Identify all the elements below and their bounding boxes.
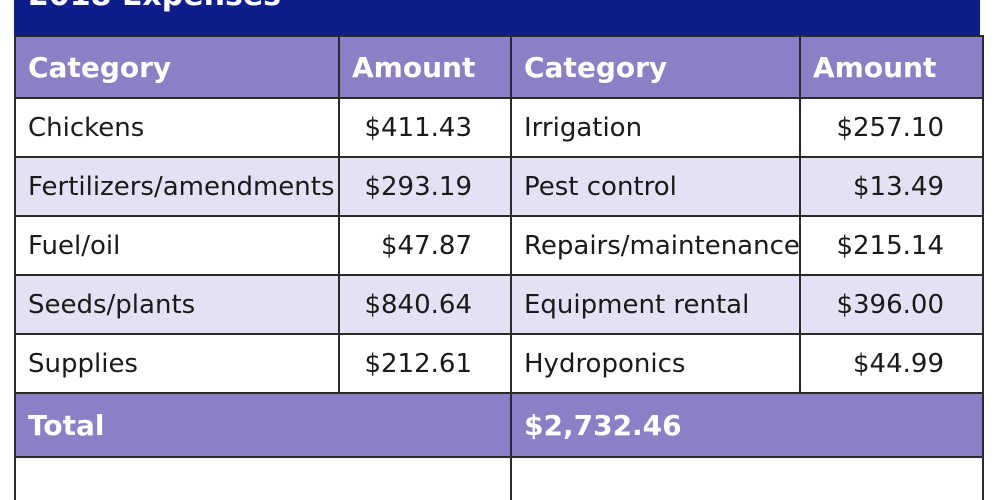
header-category-1: Category — [14, 35, 340, 99]
expenses-table: Category Amount Category Amount Chickens… — [14, 35, 984, 500]
header-amount-2: Amount — [799, 35, 984, 99]
amount-cell: $293.19 — [338, 156, 512, 217]
table-row: Chickens $411.43 Irrigation $257.10 — [14, 97, 984, 158]
total-value: $2,732.46 — [510, 392, 984, 458]
header-amount-1: Amount — [338, 35, 512, 99]
table-title: 2018 Expenses — [14, 0, 980, 36]
blank-row — [14, 456, 984, 500]
amount-cell: $215.14 — [799, 215, 984, 276]
amount-cell: $396.00 — [799, 274, 984, 335]
category-cell: Supplies — [14, 333, 340, 394]
amount-cell: $212.61 — [338, 333, 512, 394]
category-cell: Pest control — [510, 156, 801, 217]
amount-cell: $411.43 — [338, 97, 512, 158]
total-row: Total $2,732.46 — [14, 392, 984, 458]
category-cell: Repairs/maintenance — [510, 215, 801, 276]
header-row: Category Amount Category Amount — [14, 35, 984, 99]
category-cell: Equipment rental — [510, 274, 801, 335]
amount-cell: $44.99 — [799, 333, 984, 394]
blank-cell — [510, 456, 984, 500]
table-row: Fertilizers/amendments $293.19 Pest cont… — [14, 156, 984, 217]
table-row: Fuel/oil $47.87 Repairs/maintenance $215… — [14, 215, 984, 276]
category-cell: Hydroponics — [510, 333, 801, 394]
table-row: Supplies $212.61 Hydroponics $44.99 — [14, 333, 984, 394]
category-cell: Chickens — [14, 97, 340, 158]
category-cell: Fuel/oil — [14, 215, 340, 276]
header-category-2: Category — [510, 35, 801, 99]
category-cell: Fertilizers/amendments — [14, 156, 340, 217]
category-cell: Seeds/plants — [14, 274, 340, 335]
amount-cell: $840.64 — [338, 274, 512, 335]
total-label: Total — [14, 392, 512, 458]
amount-cell: $257.10 — [799, 97, 984, 158]
blank-cell — [14, 456, 512, 500]
amount-cell: $13.49 — [799, 156, 984, 217]
table-row: Seeds/plants $840.64 Equipment rental $3… — [14, 274, 984, 335]
category-cell: Irrigation — [510, 97, 801, 158]
amount-cell: $47.87 — [338, 215, 512, 276]
